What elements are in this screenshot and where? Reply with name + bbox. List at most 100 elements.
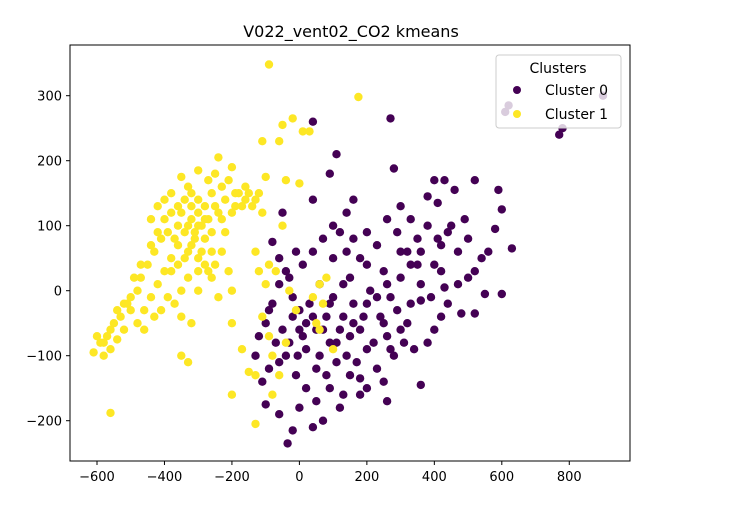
point-cluster-1 xyxy=(183,358,193,367)
point-cluster-1 xyxy=(288,114,297,123)
point-cluster-1 xyxy=(156,306,166,315)
point-cluster-1 xyxy=(146,293,156,302)
point-cluster-1 xyxy=(167,254,176,263)
point-cluster-1 xyxy=(254,189,264,198)
point-cluster-1 xyxy=(183,221,193,230)
point-cluster-0 xyxy=(355,374,365,383)
point-cluster-0 xyxy=(291,371,301,380)
point-cluster-1 xyxy=(231,202,240,211)
legend: Clusters Cluster 0 Cluster 1 xyxy=(495,54,622,129)
point-cluster-0 xyxy=(308,423,318,432)
x-tick-label: 0 xyxy=(295,470,303,485)
point-cluster-1 xyxy=(194,166,203,175)
point-cluster-1 xyxy=(227,286,237,295)
point-cluster-1 xyxy=(268,390,277,399)
point-cluster-1 xyxy=(258,137,267,146)
point-cluster-0 xyxy=(403,247,412,256)
point-cluster-0 xyxy=(349,299,358,308)
point-cluster-1 xyxy=(264,260,274,269)
point-cluster-0 xyxy=(507,244,517,253)
point-cluster-1 xyxy=(275,137,284,146)
point-cluster-0 xyxy=(436,241,446,250)
point-cluster-1 xyxy=(173,221,183,230)
point-cluster-0 xyxy=(362,260,372,269)
point-cluster-0 xyxy=(349,319,358,328)
point-cluster-0 xyxy=(470,309,479,318)
point-cluster-1 xyxy=(126,293,135,302)
point-cluster-1 xyxy=(194,208,203,217)
point-cluster-1 xyxy=(173,202,183,211)
plot-frame xyxy=(69,44,631,462)
point-cluster-0 xyxy=(264,364,274,373)
point-cluster-1 xyxy=(221,195,230,204)
point-cluster-1 xyxy=(133,319,142,328)
point-cluster-0 xyxy=(393,306,402,315)
point-cluster-0 xyxy=(433,198,442,208)
point-cluster-1 xyxy=(308,293,318,302)
point-cluster-0 xyxy=(335,403,345,412)
point-cluster-1 xyxy=(106,325,115,334)
point-cluster-0 xyxy=(301,345,311,354)
point-cluster-0 xyxy=(443,228,452,237)
x-axis: −600 −400 −200 0 200 400 600 800 xyxy=(79,461,582,485)
point-cluster-1 xyxy=(140,306,149,315)
point-cluster-0 xyxy=(288,426,297,435)
legend-title: Clusters xyxy=(530,61,587,77)
point-cluster-1 xyxy=(197,247,206,256)
point-cluster-0 xyxy=(362,228,372,237)
point-cluster-0 xyxy=(413,260,422,269)
point-cluster-1 xyxy=(126,306,135,315)
point-cluster-0 xyxy=(308,247,318,256)
point-cluster-1 xyxy=(315,280,324,289)
point-cluster-0 xyxy=(470,267,479,276)
point-cluster-1 xyxy=(285,286,294,295)
point-cluster-0 xyxy=(413,234,422,243)
point-cluster-0 xyxy=(275,358,284,367)
point-cluster-1 xyxy=(170,299,179,308)
point-cluster-1 xyxy=(221,228,230,237)
point-cluster-0 xyxy=(349,195,358,204)
point-cluster-1 xyxy=(224,267,233,276)
point-cluster-1 xyxy=(106,345,115,354)
point-cluster-0 xyxy=(305,299,314,308)
point-cluster-1 xyxy=(210,169,220,178)
point-cluster-1 xyxy=(153,280,162,289)
point-cluster-0 xyxy=(406,299,415,308)
point-cluster-1 xyxy=(173,241,183,250)
point-cluster-1 xyxy=(204,267,213,276)
point-cluster-0 xyxy=(426,293,436,302)
point-cluster-0 xyxy=(436,267,446,276)
y-tick-label: 0 xyxy=(54,285,62,300)
point-cluster-1 xyxy=(160,215,169,224)
point-cluster-0 xyxy=(281,351,291,360)
legend-marker-cluster-0 xyxy=(513,86,521,94)
point-cluster-0 xyxy=(345,332,355,341)
point-cluster-0 xyxy=(389,164,399,173)
point-cluster-0 xyxy=(278,208,287,217)
point-cluster-1 xyxy=(89,348,98,357)
point-cluster-1 xyxy=(268,351,277,360)
point-cluster-0 xyxy=(291,247,301,256)
point-cluster-1 xyxy=(227,319,237,328)
point-cluster-0 xyxy=(339,390,348,399)
point-cluster-1 xyxy=(207,189,216,198)
point-cluster-0 xyxy=(298,260,307,269)
point-cluster-0 xyxy=(349,234,358,243)
point-cluster-1 xyxy=(177,172,186,182)
point-cluster-1 xyxy=(305,127,314,136)
point-cluster-0 xyxy=(430,260,439,269)
point-cluster-0 xyxy=(376,312,385,321)
point-cluster-1 xyxy=(227,208,237,217)
point-cluster-0 xyxy=(308,195,318,204)
point-cluster-1 xyxy=(190,234,199,243)
point-cluster-0 xyxy=(268,299,277,308)
point-cluster-0 xyxy=(308,312,318,321)
point-cluster-0 xyxy=(490,224,500,234)
point-cluster-0 xyxy=(382,215,392,224)
point-cluster-1 xyxy=(163,228,172,237)
point-cluster-1 xyxy=(187,189,196,198)
point-cluster-1 xyxy=(119,325,129,334)
point-cluster-1 xyxy=(241,182,250,191)
point-cluster-0 xyxy=(403,319,412,328)
point-cluster-0 xyxy=(288,312,297,321)
